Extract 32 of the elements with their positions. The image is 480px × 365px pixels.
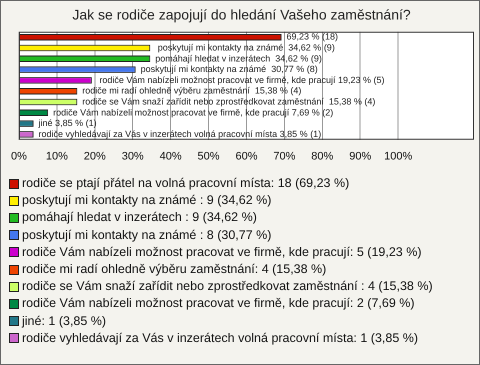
data-label: rodiče Vám nabízeli možnost pracovat ve firmě, kde pracují 19,23 % (5)	[96, 74, 385, 85]
legend-label: poskytují mi kontakty na známé : 9 (34,62 %)	[22, 192, 272, 210]
legend-label: rodiče mi radí ohledně výběru zaměstnání: 4 (15,38 %)	[22, 261, 326, 278]
x-tick-label: 30%	[122, 150, 144, 162]
legend-label: rodiče vyhledávají za Vás v inzerátech volná pracovní místa: 1 (3,85 %)	[22, 330, 418, 347]
data-label: pomáhají hledat v inzerátech 34,62 % (9)	[155, 53, 322, 64]
x-tick-label: 60%	[235, 150, 258, 162]
data-label: poskytují mi kontakty na známé 30,77 % (8)	[140, 64, 318, 74]
x-tick-label: 0%	[10, 150, 28, 162]
data-label: rodiče vyhledávají za Vás v inzerátech volná pracovní místa 3,85 % (1)	[38, 128, 322, 139]
data-label: rodiče Vám nabízeli možnost pracovat ve firmě, kde pracují 7,69 % (2)	[53, 107, 334, 118]
legend-label: rodiče se Vám snaží zařídit nebo zprostředkovat zaměstnání : 4 (15,38 %)	[22, 278, 433, 296]
x-tick-label: 90%	[349, 150, 372, 162]
chart-title: Jak se rodiče zapojují do hledání Vašeho zaměstnání?	[72, 6, 411, 22]
data-label: poskytují mi kontakty na známé 34,62 % (9)	[155, 42, 335, 52]
legend-label: rodiče Vám nabízeli možnost pracovat ve firmě, kde pracují: 5 (19,23 %)	[22, 244, 422, 261]
data-label: rodiče mi radí ohledně výběru zaměstnání 15,38 % (4)	[82, 86, 302, 96]
legend-label: pomáhají hledat v inzerátech : 9 (34,62 %)	[22, 209, 257, 226]
x-tick-label: 10%	[46, 150, 68, 162]
x-tick-label: 50%	[198, 150, 220, 162]
data-label: rodiče se Vám snaží zařídit nebo zprostředkovat zaměstnání 15,38 % (4)	[82, 96, 376, 106]
x-tick-label: 20%	[84, 150, 106, 162]
x-tick-label: 80%	[311, 150, 334, 162]
legend-label: jiné: 1 (3,85 %)	[22, 312, 106, 330]
legend-label: poskytují mi kontakty na známé : 8 (30,77 %)	[22, 226, 272, 244]
x-tick-label: 100%	[384, 150, 412, 162]
x-tick-label: 70%	[273, 150, 296, 162]
data-label: jiné 3,85 % (1)	[38, 118, 97, 128]
data-label: 69,23 % (18)	[286, 32, 338, 42]
legend-label: rodiče se ptají přátel na volná pracovní místa: 18 (69,23 %)	[22, 175, 350, 192]
legend-label: rodiče Vám nabízeli možnost pracovat ve firmě, kde pracují: 2 (7,69 %)	[22, 295, 415, 312]
x-tick-label: 40%	[160, 150, 182, 162]
